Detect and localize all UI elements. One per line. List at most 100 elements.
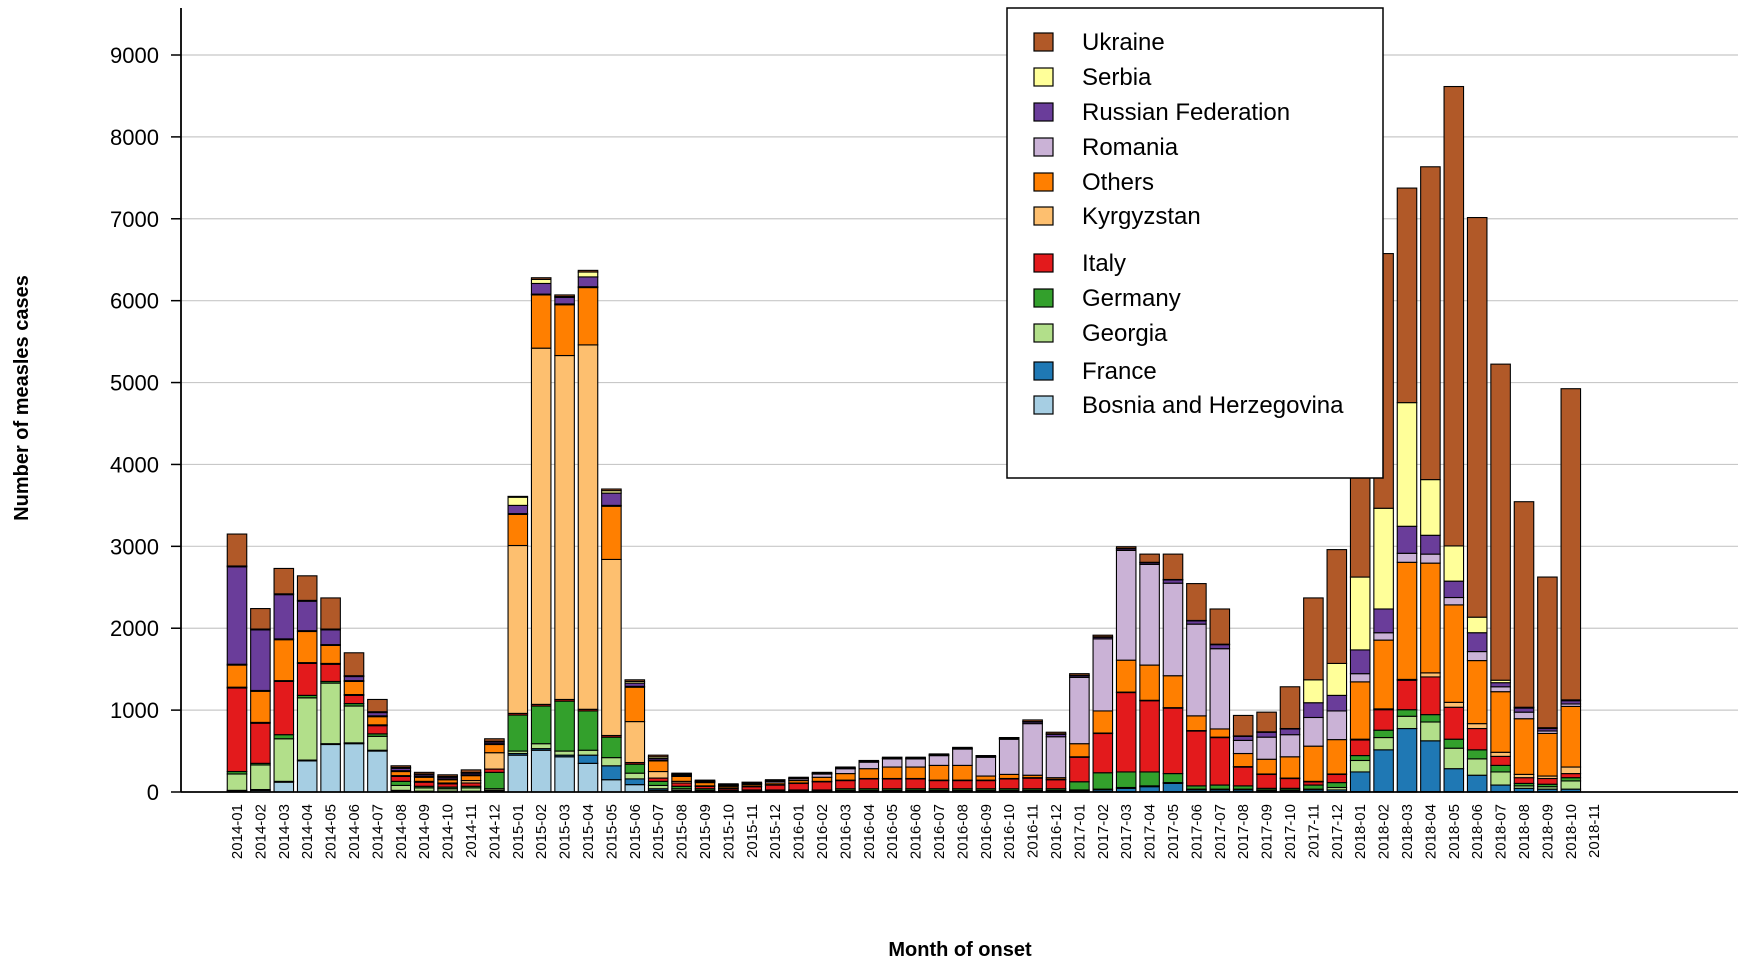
bar-segment (1420, 672, 1441, 678)
bar-segment (601, 492, 622, 506)
bar-segment (1279, 686, 1301, 730)
bar-segment (1490, 764, 1511, 773)
bar-segment (577, 271, 599, 278)
bar-segment (226, 687, 248, 773)
bar-segment (577, 754, 599, 764)
bar-segment (647, 760, 669, 773)
bar-segment (507, 714, 529, 752)
bar-segment (484, 738, 505, 742)
x-tick-label: 2016-07 (931, 804, 948, 859)
bar-segment (226, 664, 248, 688)
legend-label: Others (1082, 169, 1154, 196)
bar-segment (811, 771, 833, 774)
bar-segment (530, 347, 552, 705)
bar-segment (250, 629, 271, 692)
x-tick-label: 2017-12 (1329, 804, 1346, 859)
legend-swatch (1033, 206, 1054, 226)
bar-segment (1232, 739, 1254, 755)
bar-segment (1420, 479, 1441, 536)
bar-segment (1466, 727, 1488, 751)
bar-segment (1466, 749, 1488, 760)
legend-label: Germany (1082, 285, 1181, 312)
bar-segment (1162, 582, 1184, 677)
bar-segment (1115, 771, 1137, 789)
bar-segment (296, 600, 318, 632)
bar-segment (1420, 553, 1441, 564)
bar-segment (1326, 549, 1348, 664)
bar-segment (413, 776, 435, 782)
bar-segment (1139, 786, 1160, 793)
bar-segment (1209, 608, 1231, 645)
bar-segment (1256, 736, 1277, 760)
bar-segment (1115, 546, 1137, 549)
bar-segment (1443, 701, 1465, 708)
bar-segment (624, 784, 646, 793)
bar-segment (1420, 721, 1441, 742)
bar-segment (273, 594, 295, 640)
bar-segment (1443, 604, 1465, 703)
bar-segment (1490, 751, 1511, 757)
bar-segment (1513, 501, 1535, 708)
bar-segment (601, 779, 622, 793)
bar-segment (1303, 784, 1324, 790)
legend-label: Ukraine (1082, 29, 1165, 56)
bar-segment (1420, 714, 1441, 723)
bar-segment (601, 736, 622, 759)
bar-segment (1513, 711, 1535, 720)
bar-segment (741, 781, 763, 784)
x-tick-label: 2017-08 (1235, 804, 1252, 859)
x-tick-label: 2016-11 (1025, 804, 1042, 858)
bar-segment (1092, 638, 1114, 712)
bar-segment (1420, 534, 1441, 555)
bar-segment (250, 764, 271, 791)
bar-segment (905, 756, 926, 759)
bar-segment (554, 354, 575, 701)
bar-segment (1326, 782, 1348, 789)
bar-segment (367, 698, 388, 713)
x-tick-label: 2014-11 (463, 804, 480, 858)
bar-segment (1326, 739, 1348, 775)
bar-segment (1443, 545, 1465, 582)
bar-segment (1022, 723, 1043, 776)
bar-segment (1115, 549, 1137, 661)
x-tick-label: 2015-05 (603, 804, 620, 859)
bar-segment (554, 304, 575, 357)
bar-segment (1490, 771, 1511, 786)
bar-segment (1443, 596, 1465, 606)
bar-segment (1443, 706, 1465, 740)
bar-segment (1396, 187, 1418, 404)
bar-segment (1279, 728, 1301, 736)
bar-segment (1115, 691, 1137, 773)
bar-segment (1209, 736, 1231, 786)
bar-segment (1443, 768, 1465, 793)
bar-segment (1256, 758, 1277, 775)
legend-swatch (1033, 288, 1054, 308)
x-tick-label: 2014-06 (346, 804, 363, 859)
bar-segment (1069, 676, 1090, 745)
legend-label: Romania (1082, 134, 1179, 161)
x-tick-label: 2017-09 (1259, 804, 1276, 859)
bar-segment (250, 608, 271, 630)
bar-segment (1349, 649, 1371, 675)
x-tick-labels: 2014-01 2014-02 2014-03 2014-04 2014-05 2014-… (229, 804, 1603, 859)
bar-segment (905, 778, 926, 790)
axes (180, 8, 1738, 793)
bar-segment (1443, 85, 1465, 547)
legend-swatch (1033, 253, 1054, 273)
bar-segment (1256, 773, 1277, 789)
x-axis-title: Month of onset (888, 939, 1032, 961)
x-tick-label: 2018-11 (1586, 804, 1603, 858)
bar-segment (1303, 745, 1324, 782)
bar-segment (1349, 759, 1371, 773)
bar-segment (1092, 710, 1114, 734)
y-tick-label: 2000 (110, 616, 159, 641)
bar-segment (975, 756, 997, 777)
x-tick-label: 2014-04 (299, 804, 316, 859)
bar-segment (1303, 702, 1324, 719)
bar-segment (1022, 777, 1043, 790)
bar-segment (250, 690, 271, 723)
bar-segment (507, 754, 529, 793)
bar-segment (554, 700, 575, 752)
bar-segment (1466, 651, 1488, 662)
legend-label: Serbia (1082, 64, 1152, 91)
